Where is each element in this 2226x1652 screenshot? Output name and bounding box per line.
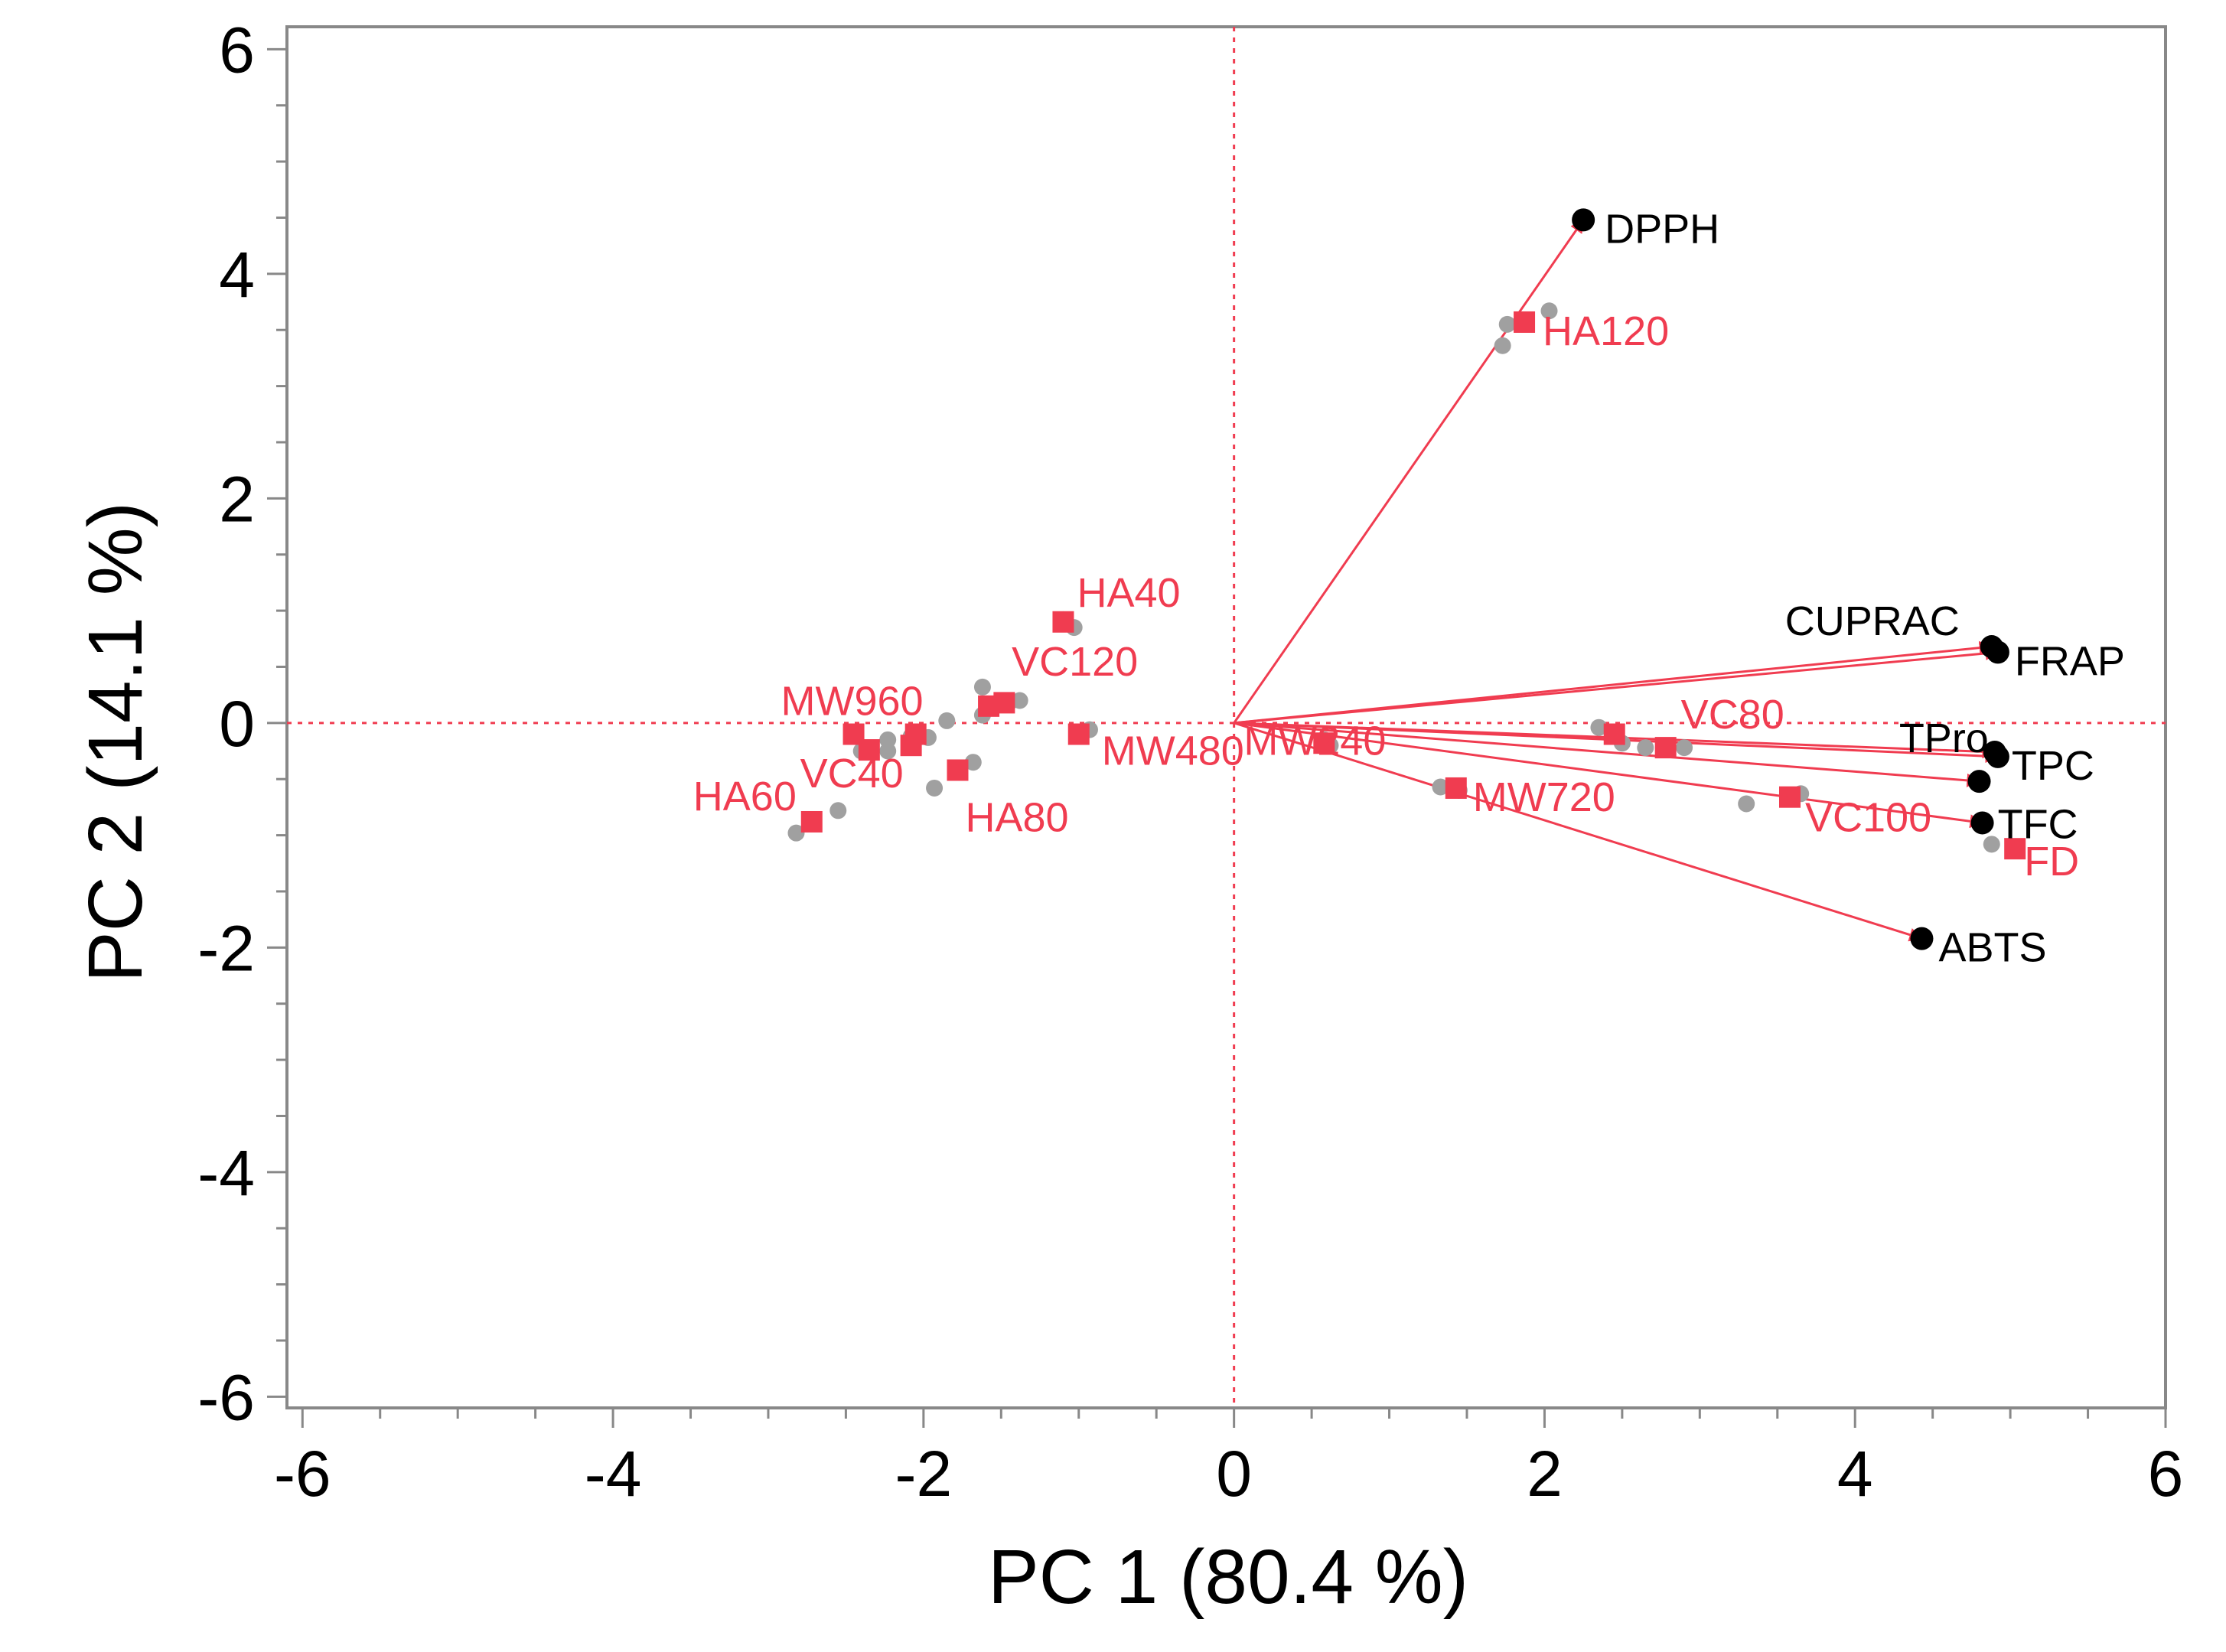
replicate-point bbox=[879, 742, 897, 760]
y-tick-label: -4 bbox=[197, 1137, 255, 1209]
sample-point bbox=[1067, 723, 1090, 745]
loading-label: DPPH bbox=[1605, 206, 1719, 252]
x-tick-label: 6 bbox=[2148, 1438, 2184, 1510]
replicate-point bbox=[1011, 692, 1028, 709]
sample-point bbox=[1052, 611, 1074, 633]
loading-point bbox=[1986, 640, 2009, 664]
replicate-point bbox=[938, 712, 956, 729]
x-tick-label: 2 bbox=[1527, 1438, 1563, 1510]
sample-point bbox=[947, 759, 969, 781]
x-axis-title: PC 1 (80.4 %) bbox=[988, 1534, 1468, 1620]
sample-point bbox=[900, 735, 922, 757]
sample-label: HA120 bbox=[1543, 308, 1669, 354]
replicate-point bbox=[829, 802, 847, 819]
replicate-point bbox=[926, 779, 944, 797]
loading-vector bbox=[1234, 722, 1984, 829]
loading-points bbox=[1572, 208, 2009, 950]
loading-point bbox=[1986, 745, 2009, 768]
sample-point bbox=[842, 723, 865, 745]
sample-point bbox=[1654, 737, 1677, 759]
sample-label: VC80 bbox=[1681, 692, 1784, 738]
sample-point bbox=[800, 810, 823, 833]
sample-point bbox=[1603, 723, 1625, 745]
loading-point bbox=[1967, 770, 1991, 793]
point-labels: HA120 HA40 VC120 MW960 MW480 MW240 VC80 HA60 VC4… bbox=[693, 206, 2125, 970]
sample-point bbox=[1779, 786, 1801, 808]
x-tick-label: 4 bbox=[1837, 1438, 1873, 1510]
y-tick-label: 0 bbox=[219, 688, 255, 760]
replicate-points bbox=[787, 302, 2000, 853]
y-axis-title: PC 2 (14.1 %) bbox=[73, 502, 158, 982]
replicate-point bbox=[1637, 739, 1654, 757]
loading-label: CUPRAC bbox=[1785, 598, 1960, 644]
replicate-point bbox=[1676, 739, 1693, 757]
sample-label: HA80 bbox=[965, 794, 1068, 840]
sample-label: FD bbox=[2024, 839, 2079, 885]
sample-group-points bbox=[800, 311, 2026, 860]
sample-point bbox=[1313, 732, 1335, 754]
loading-label: TPro bbox=[1899, 715, 1989, 761]
replicate-point bbox=[1540, 302, 1558, 320]
replicate-point bbox=[1983, 836, 2000, 853]
origin-reference-lines bbox=[287, 27, 2166, 1408]
loading-label: TPC bbox=[2012, 743, 2094, 789]
sample-label: MW240 bbox=[1243, 718, 1386, 764]
x-tick-label: -2 bbox=[895, 1438, 953, 1510]
x-tick-label: 0 bbox=[1216, 1438, 1252, 1510]
loading-vector bbox=[1234, 722, 1924, 942]
replicate-point bbox=[973, 678, 991, 696]
sample-point bbox=[978, 695, 1000, 717]
y-tick-label: -6 bbox=[197, 1361, 255, 1433]
sample-label: HA40 bbox=[1077, 570, 1180, 616]
sample-point bbox=[1445, 777, 1467, 799]
sample-label: VC40 bbox=[800, 751, 904, 797]
sample-point bbox=[2004, 838, 2026, 860]
y-tick-label: 4 bbox=[219, 239, 255, 311]
loading-label: ABTS bbox=[1938, 925, 2046, 971]
x-tick-label: -4 bbox=[585, 1438, 642, 1510]
loading-label: TFC bbox=[1998, 801, 2078, 847]
loading-label: FRAP bbox=[2015, 638, 2125, 684]
replicate-point bbox=[964, 754, 982, 771]
loading-point bbox=[1572, 208, 1595, 232]
loading-vector bbox=[1234, 722, 1981, 787]
replicate-point bbox=[787, 824, 805, 842]
replicate-point bbox=[1738, 795, 1755, 813]
replicate-point bbox=[1432, 778, 1449, 796]
sample-point bbox=[1514, 311, 1536, 333]
y-tick-label: -2 bbox=[197, 912, 255, 984]
sample-label: VC100 bbox=[1805, 795, 1931, 841]
loading-vector bbox=[1234, 646, 1999, 725]
sample-label: HA60 bbox=[693, 774, 797, 819]
loading-point bbox=[1970, 811, 1994, 835]
axis-ticks: -6 -4 -2 0 2 4 6 -6 -4 -2 0 2 4 6 bbox=[197, 14, 2183, 1510]
y-tick-label: 6 bbox=[219, 14, 255, 86]
sample-label: MW480 bbox=[1102, 728, 1244, 774]
replicate-point bbox=[1494, 337, 1511, 354]
sample-label: VC120 bbox=[1012, 639, 1138, 685]
loading-vector bbox=[1233, 218, 1585, 724]
sample-label: MW960 bbox=[781, 679, 924, 725]
plot-frame bbox=[285, 25, 2167, 1409]
x-tick-label: -6 bbox=[274, 1438, 331, 1510]
sample-label: MW720 bbox=[1473, 774, 1615, 820]
loading-point bbox=[1910, 927, 1934, 950]
plot-border bbox=[285, 25, 2167, 1409]
y-tick-label: 2 bbox=[219, 463, 255, 535]
replicate-point bbox=[1590, 718, 1608, 736]
replicate-point bbox=[1498, 315, 1516, 333]
